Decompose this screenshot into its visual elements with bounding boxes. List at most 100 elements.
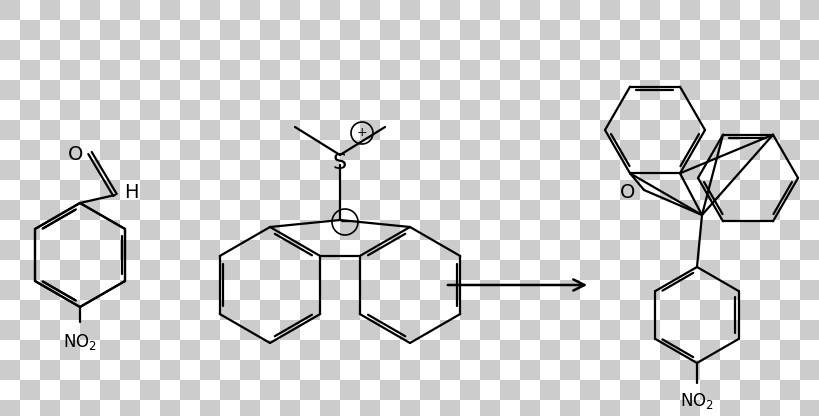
Bar — [219, 360, 240, 380]
Bar — [540, 80, 559, 100]
Bar — [579, 320, 600, 340]
Bar — [719, 300, 739, 320]
Bar — [160, 0, 180, 20]
Bar — [319, 300, 340, 320]
Bar — [300, 200, 319, 220]
Bar — [20, 120, 40, 140]
Bar — [219, 220, 240, 240]
Bar — [540, 240, 559, 260]
Bar — [679, 100, 699, 120]
Bar — [440, 180, 459, 200]
Bar — [260, 360, 279, 380]
Bar — [799, 60, 819, 80]
Bar — [40, 20, 60, 40]
Bar — [659, 220, 679, 240]
Bar — [619, 380, 639, 400]
Bar — [60, 40, 80, 60]
Bar — [0, 220, 20, 240]
Bar — [300, 280, 319, 300]
Bar — [799, 400, 819, 416]
Bar — [180, 300, 200, 320]
Bar — [540, 360, 559, 380]
Bar — [319, 80, 340, 100]
Bar — [360, 380, 379, 400]
Bar — [279, 160, 300, 180]
Bar — [279, 200, 300, 220]
Bar — [180, 40, 200, 60]
Bar — [40, 220, 60, 240]
Bar — [240, 40, 260, 60]
Bar — [340, 220, 360, 240]
Bar — [659, 20, 679, 40]
Bar — [120, 400, 140, 416]
Bar — [319, 60, 340, 80]
Bar — [699, 200, 719, 220]
Bar — [240, 180, 260, 200]
Bar — [219, 400, 240, 416]
Bar — [319, 320, 340, 340]
Bar — [479, 0, 500, 20]
Bar — [419, 220, 440, 240]
Bar — [759, 340, 779, 360]
Bar — [540, 60, 559, 80]
Bar — [80, 300, 100, 320]
Bar — [340, 400, 360, 416]
Bar — [20, 220, 40, 240]
Text: S: S — [333, 153, 346, 173]
Bar — [699, 40, 719, 60]
Bar — [400, 340, 419, 360]
Bar — [20, 260, 40, 280]
Bar — [300, 300, 319, 320]
Bar — [739, 320, 759, 340]
Bar — [400, 280, 419, 300]
Bar — [619, 260, 639, 280]
Bar — [759, 140, 779, 160]
Bar — [559, 320, 579, 340]
Bar — [200, 160, 219, 180]
Bar — [400, 40, 419, 60]
Bar — [440, 20, 459, 40]
Bar — [799, 320, 819, 340]
Bar — [419, 280, 440, 300]
Bar — [379, 60, 400, 80]
Bar — [100, 400, 120, 416]
Bar — [180, 280, 200, 300]
Bar — [459, 20, 479, 40]
Bar — [619, 100, 639, 120]
Bar — [260, 260, 279, 280]
Bar — [699, 400, 719, 416]
Bar — [479, 260, 500, 280]
Bar — [160, 100, 180, 120]
Bar — [699, 100, 719, 120]
Bar — [540, 120, 559, 140]
Bar — [140, 400, 160, 416]
Bar — [639, 180, 659, 200]
Bar — [419, 140, 440, 160]
Bar — [319, 40, 340, 60]
Bar — [20, 140, 40, 160]
Bar — [479, 300, 500, 320]
Bar — [699, 0, 719, 20]
Bar — [739, 300, 759, 320]
Bar — [120, 160, 140, 180]
Bar — [619, 320, 639, 340]
Bar — [60, 0, 80, 20]
Bar — [500, 40, 519, 60]
Bar — [219, 100, 240, 120]
Bar — [579, 180, 600, 200]
Bar — [579, 200, 600, 220]
Bar — [459, 160, 479, 180]
Bar — [140, 20, 160, 40]
Bar — [519, 400, 540, 416]
Bar — [20, 380, 40, 400]
Bar — [500, 260, 519, 280]
Bar — [759, 60, 779, 80]
Bar — [379, 220, 400, 240]
Bar — [559, 160, 579, 180]
Bar — [0, 120, 20, 140]
Bar — [739, 0, 759, 20]
Bar — [719, 180, 739, 200]
Bar — [260, 120, 279, 140]
Bar — [759, 0, 779, 20]
Bar — [379, 160, 400, 180]
